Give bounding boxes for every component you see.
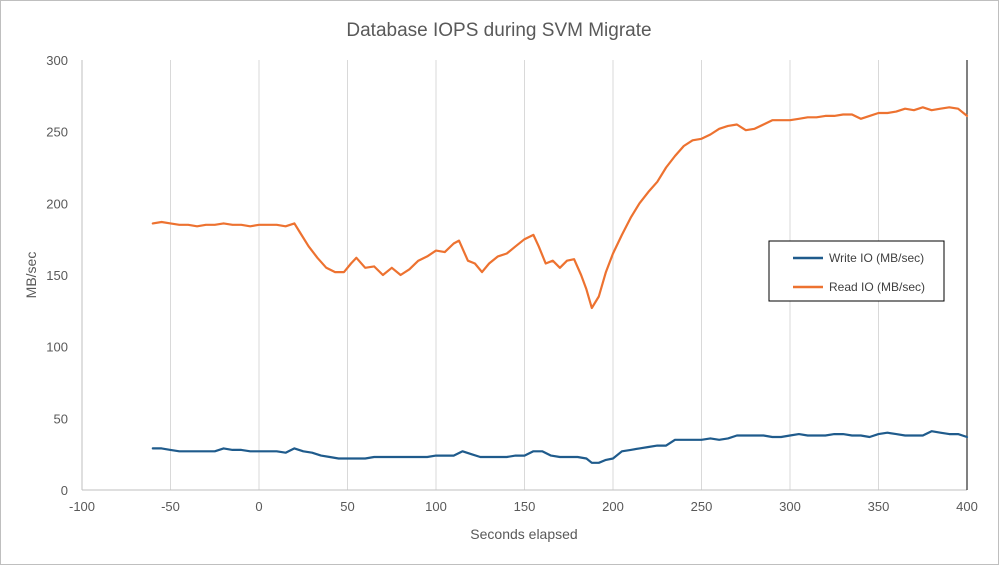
x-axis-title: Seconds elapsed [470,526,577,542]
x-tick-label: 400 [956,499,978,514]
series-line-write-io [151,430,969,464]
x-tick-label: -50 [161,499,180,514]
x-tick-label: 100 [425,499,447,514]
y-axis-title: MB/sec [23,252,39,299]
y-tick-label: 50 [54,411,68,426]
y-tick-label: 200 [46,196,68,211]
x-tick-label: -100 [69,499,95,514]
chart-title: Database IOPS during SVM Migrate [346,20,651,41]
legend: Write IO (MB/sec) Read IO (MB/sec) [768,240,945,302]
tick-labels: -100 -50 0 50 100 150 200 250 300 350 400 0 50 100 150… [46,53,978,514]
x-tick-label: 200 [602,499,624,514]
x-tick-label: 250 [691,499,713,514]
legend-label-read-io: Read IO (MB/sec) [829,280,925,294]
series-lines [151,106,969,464]
y-tick-label: 150 [46,268,68,283]
series-line-read-io [151,106,969,310]
y-tick-label: 300 [46,53,68,68]
x-tick-label: 50 [340,499,354,514]
y-tick-label: 0 [61,483,68,498]
legend-box [768,240,945,302]
legend-label-write-io: Write IO (MB/sec) [829,251,924,265]
x-tick-label: 0 [255,499,262,514]
x-tick-label: 350 [868,499,890,514]
y-tick-label: 100 [46,340,68,355]
x-tick-label: 150 [514,499,536,514]
y-tick-label: 250 [46,125,68,140]
x-tick-label: 300 [779,499,801,514]
axes [81,60,968,491]
